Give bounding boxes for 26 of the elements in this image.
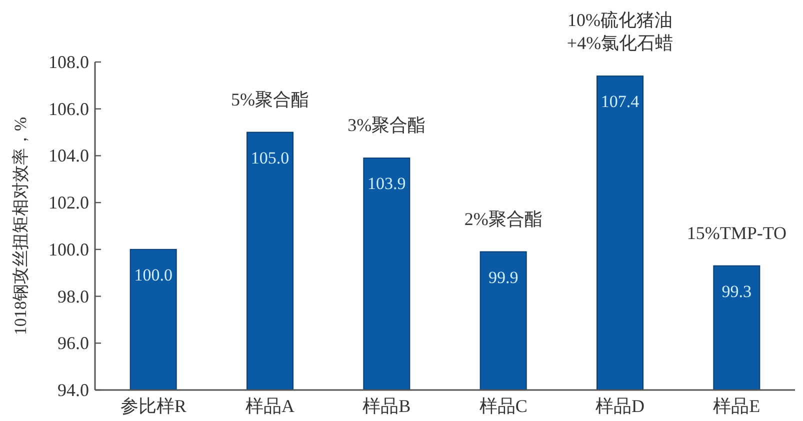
data-label: 103.9 xyxy=(368,174,406,194)
x-tick-label: 样品B xyxy=(362,396,411,416)
data-label: 99.9 xyxy=(488,268,518,287)
y-tick-label: 96.0 xyxy=(58,333,89,354)
x-tick-label: 样品E xyxy=(713,396,760,416)
y-tick-label: 98.0 xyxy=(58,286,89,306)
annotation: 5%聚合酯 xyxy=(231,89,309,110)
x-tick-label: 样品C xyxy=(479,396,528,416)
annotation: 3%聚合酯 xyxy=(348,115,426,136)
data-label: 107.4 xyxy=(600,92,640,112)
y-axis-title: 1018钢攻丝扭矩相对效率，% xyxy=(11,116,30,336)
annotation: 15%TMP-TO xyxy=(686,222,787,243)
data-label: 105.0 xyxy=(250,148,290,168)
x-tick-label: 样品A xyxy=(246,396,294,416)
annotation: 2%聚合酯 xyxy=(464,208,542,229)
y-tick-label: 106.0 xyxy=(48,98,89,119)
y-tick-label: 102.0 xyxy=(48,192,89,213)
data-label: 100.0 xyxy=(134,265,172,284)
annotation: 10%硫化猪油 +4%氯化石蜡 xyxy=(566,10,674,54)
x-tick-label: 参比样R xyxy=(120,396,186,416)
y-tick-label: 108.0 xyxy=(48,52,89,72)
x-tick-label: 样品D xyxy=(596,396,644,416)
y-tick-label: 104.0 xyxy=(48,146,89,166)
data-label: 99.3 xyxy=(722,282,752,301)
y-tick-label: 94.0 xyxy=(58,380,89,400)
y-tick-label: 100.0 xyxy=(48,239,89,260)
